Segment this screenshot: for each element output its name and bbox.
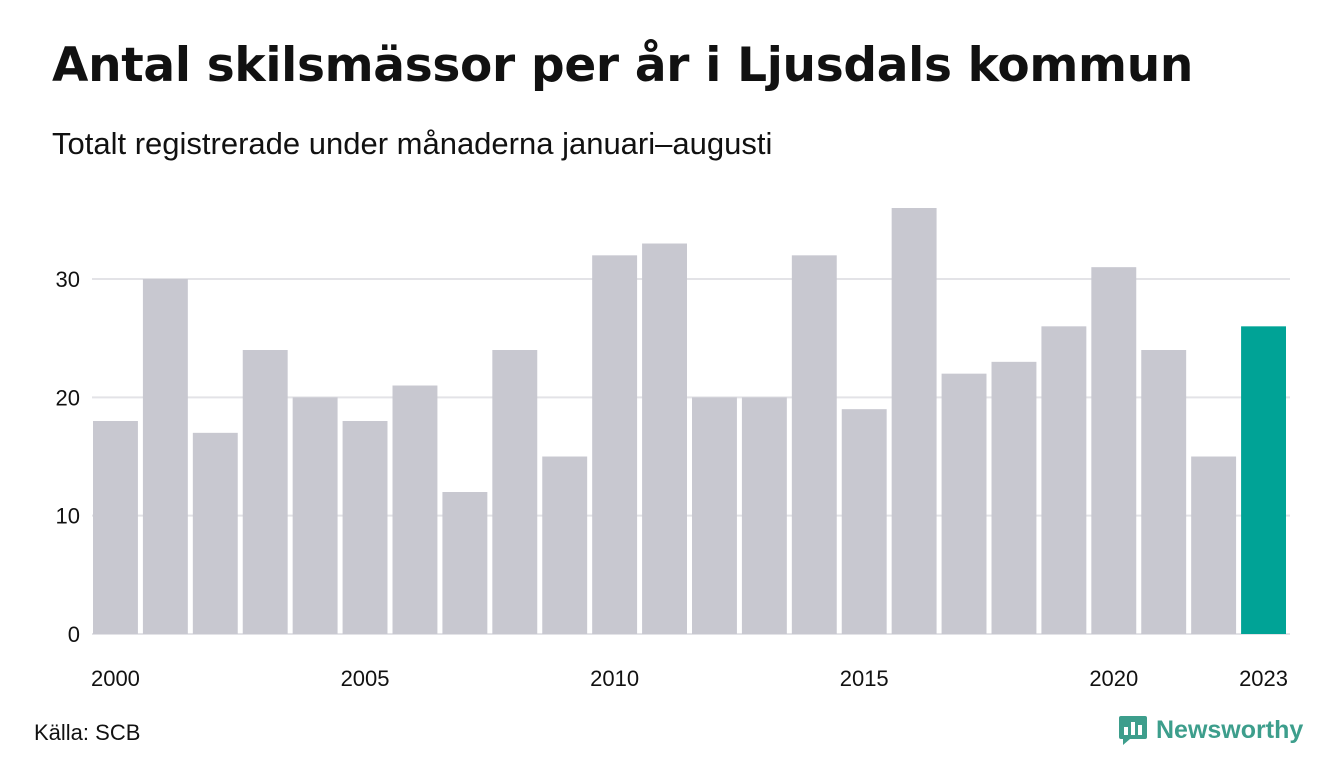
- bar-2000: [93, 421, 138, 634]
- chart-subtitle: Totalt registrerade under månaderna janu…: [52, 126, 773, 161]
- chat-bubble-bar-chart-icon: [1119, 716, 1147, 745]
- bar-2017: [941, 373, 987, 634]
- bars: [93, 208, 1286, 635]
- bar-2009: [542, 456, 588, 634]
- bar-2008: [492, 350, 538, 634]
- chart-title: Antal skilsmässor per år i Ljusdals komm…: [52, 38, 1194, 93]
- bar-2006: [392, 385, 438, 634]
- y-tick-label: 0: [68, 622, 80, 647]
- y-axis: 0 10 20 30: [56, 267, 80, 647]
- bar-2005: [342, 421, 388, 634]
- bar-2014: [791, 255, 837, 635]
- bar-2010: [592, 255, 638, 635]
- y-tick-label: 20: [56, 385, 80, 410]
- x-tick-label: 2023: [1239, 666, 1288, 691]
- bar-2001: [142, 279, 188, 634]
- bar-2021: [1141, 350, 1187, 634]
- bar-2002: [192, 432, 238, 634]
- bar-2012: [692, 397, 737, 634]
- bar-2007: [442, 492, 488, 634]
- y-tick-label: 30: [56, 267, 80, 292]
- bar-2011: [642, 243, 687, 634]
- bar-2023: [1241, 326, 1286, 634]
- x-tick-label: 2005: [341, 666, 390, 691]
- bar-2003: [242, 350, 288, 634]
- brand-logo[interactable]: Newsworthy: [1118, 714, 1303, 746]
- bar-2013: [741, 397, 787, 634]
- x-tick-label: 2000: [91, 666, 140, 691]
- bar-2015: [841, 409, 887, 634]
- bar-2020: [1091, 267, 1137, 634]
- grid-lines: [92, 278, 1290, 635]
- bar-2022: [1191, 456, 1237, 634]
- x-tick-label: 2015: [840, 666, 889, 691]
- source-note: Källa: SCB: [34, 720, 141, 745]
- bar-2019: [1041, 326, 1087, 634]
- x-tick-label: 2010: [590, 666, 639, 691]
- x-axis: 2000 2005 2010 2015 2020 2023: [91, 666, 1288, 691]
- bar-2018: [991, 361, 1037, 634]
- y-tick-label: 10: [56, 504, 80, 529]
- x-tick-label: 2020: [1089, 666, 1138, 691]
- bar-2016: [891, 208, 937, 634]
- bar-2004: [292, 397, 338, 634]
- brand-name: Newsworthy: [1156, 715, 1304, 744]
